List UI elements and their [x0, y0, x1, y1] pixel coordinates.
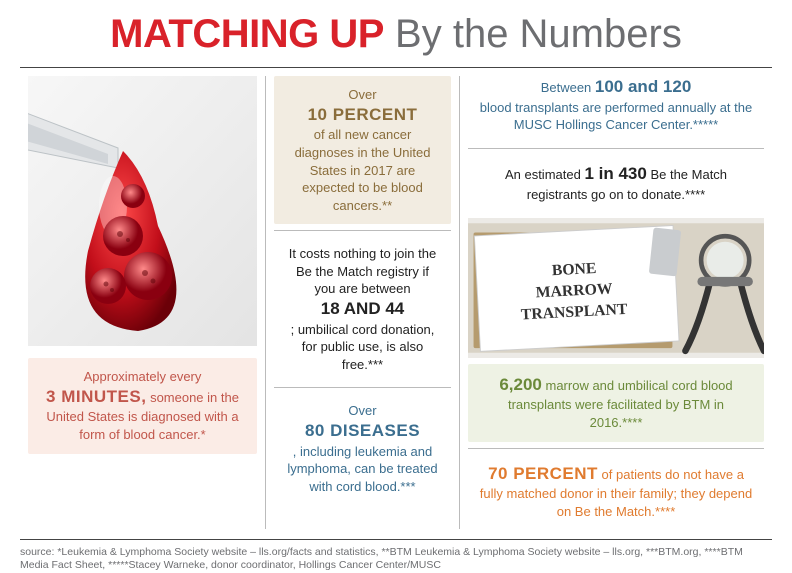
divider: [468, 148, 764, 149]
stat-pre: An estimated: [505, 167, 585, 182]
stat-post: , including leukemia and lymphoma, can b…: [287, 444, 437, 494]
stat-3-minutes: Approximately every 3 MINUTES, someone i…: [28, 358, 257, 454]
stat-big: 100 and 120: [595, 77, 691, 96]
stat-1-in-430: An estimated 1 in 430 Be the Match regis…: [468, 155, 764, 211]
stat-registry-age: It costs nothing to join the Be the Matc…: [274, 237, 451, 381]
stat-big: 6,200: [499, 375, 542, 394]
stat-pre: It costs nothing to join the Be the Matc…: [289, 246, 436, 296]
stat-pre: Between: [541, 80, 595, 95]
stat-post: of all new cancer diagnoses in the Unite…: [286, 126, 439, 214]
bone-marrow-illustration: BONE MARROW TRANSPLANT: [468, 218, 764, 358]
svg-text:BONE: BONE: [551, 259, 596, 278]
stat-70-percent: 70 PERCENT of patients do not have a ful…: [468, 455, 764, 529]
divider: [274, 230, 451, 231]
stat-transplants: Between 100 and 120 blood transplants ar…: [468, 76, 764, 142]
title-sub: By the Numbers: [384, 12, 682, 56]
stat-pre: Over: [284, 402, 441, 420]
stat-post: ; umbilical cord donation, for public us…: [291, 322, 435, 372]
stat-big: 70 PERCENT: [488, 464, 598, 483]
stat-big: 10 PERCENT: [286, 104, 439, 127]
stat-big: 18 AND 44: [284, 298, 441, 321]
blood-drop-illustration: [28, 76, 257, 346]
title-rule: [20, 67, 772, 68]
source-footnote: source: *Leukemia & Lymphoma Society web…: [20, 539, 772, 573]
column-right: Between 100 and 120 blood transplants ar…: [460, 76, 772, 529]
stat-pre: Approximately every: [40, 368, 245, 386]
stat-big: 80 DISEASES: [284, 420, 441, 443]
column-left: Approximately every 3 MINUTES, someone i…: [20, 76, 265, 529]
stat-6200: 6,200 marrow and umbilical cord blood tr…: [468, 364, 764, 442]
stat-big: 1 in 430: [584, 164, 646, 183]
stat-10-percent: Over 10 PERCENT of all new cancer diagno…: [274, 76, 451, 224]
divider: [468, 448, 764, 449]
column-middle: Over 10 PERCENT of all new cancer diagno…: [265, 76, 460, 529]
title-main: MATCHING UP: [110, 12, 384, 56]
divider: [274, 387, 451, 388]
page-title: MATCHING UP By the Numbers: [20, 12, 772, 57]
content-grid: Approximately every 3 MINUTES, someone i…: [20, 76, 772, 529]
stat-post: blood transplants are performed annually…: [480, 100, 752, 133]
stat-pre: Over: [286, 86, 439, 104]
stat-80-diseases: Over 80 DISEASES , including leukemia an…: [274, 394, 451, 503]
stat-big: 3 MINUTES,: [46, 387, 146, 406]
stat-post: marrow and umbilical cord blood transpla…: [508, 378, 733, 430]
